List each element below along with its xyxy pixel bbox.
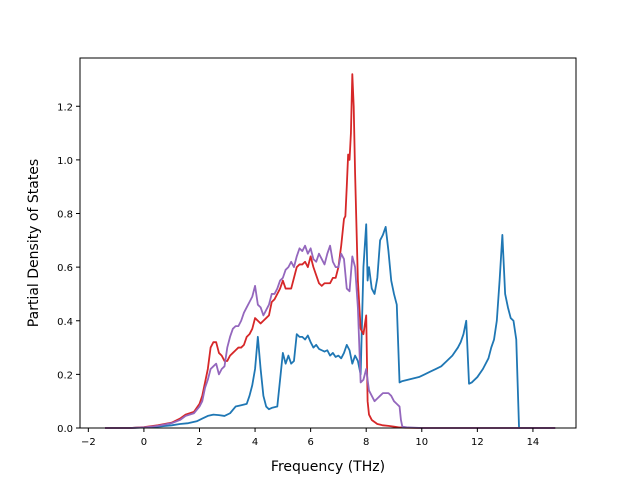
x-tick-label: 10	[415, 437, 428, 448]
y-tick-label: 0.0	[57, 424, 73, 435]
y-tick-label: 1.0	[57, 156, 73, 167]
y-axis-label: Partial Density of States	[26, 159, 42, 327]
x-tick-label: 2	[196, 437, 202, 448]
x-tick-label: 4	[252, 437, 258, 448]
y-tick-label: 0.8	[57, 210, 73, 221]
x-tick-label: 0	[141, 437, 147, 448]
y-axis-ticks: 0.0 0.2 0.4 0.6 0.8 1.0 1.2	[57, 102, 80, 435]
y-tick-label: 1.2	[57, 102, 73, 113]
series-line-2	[105, 73, 556, 429]
x-tick-label: −2	[81, 437, 96, 448]
x-tick-label: 6	[307, 437, 313, 448]
y-tick-label: 0.6	[57, 263, 73, 274]
series-line-1	[105, 223, 556, 429]
x-axis-label: Frequency (THz)	[271, 459, 385, 475]
x-tick-label: 12	[471, 437, 484, 448]
x-axis-ticks: −2 0 2 4 6 8 10 12 14	[81, 428, 539, 448]
y-tick-label: 0.4	[57, 317, 73, 328]
plot-frame	[79, 57, 577, 429]
x-tick-label: 14	[527, 437, 540, 448]
y-tick-label: 0.2	[57, 370, 73, 381]
series-lines	[105, 73, 556, 429]
series-line-3	[105, 244, 556, 429]
x-tick-label: 8	[363, 437, 369, 448]
